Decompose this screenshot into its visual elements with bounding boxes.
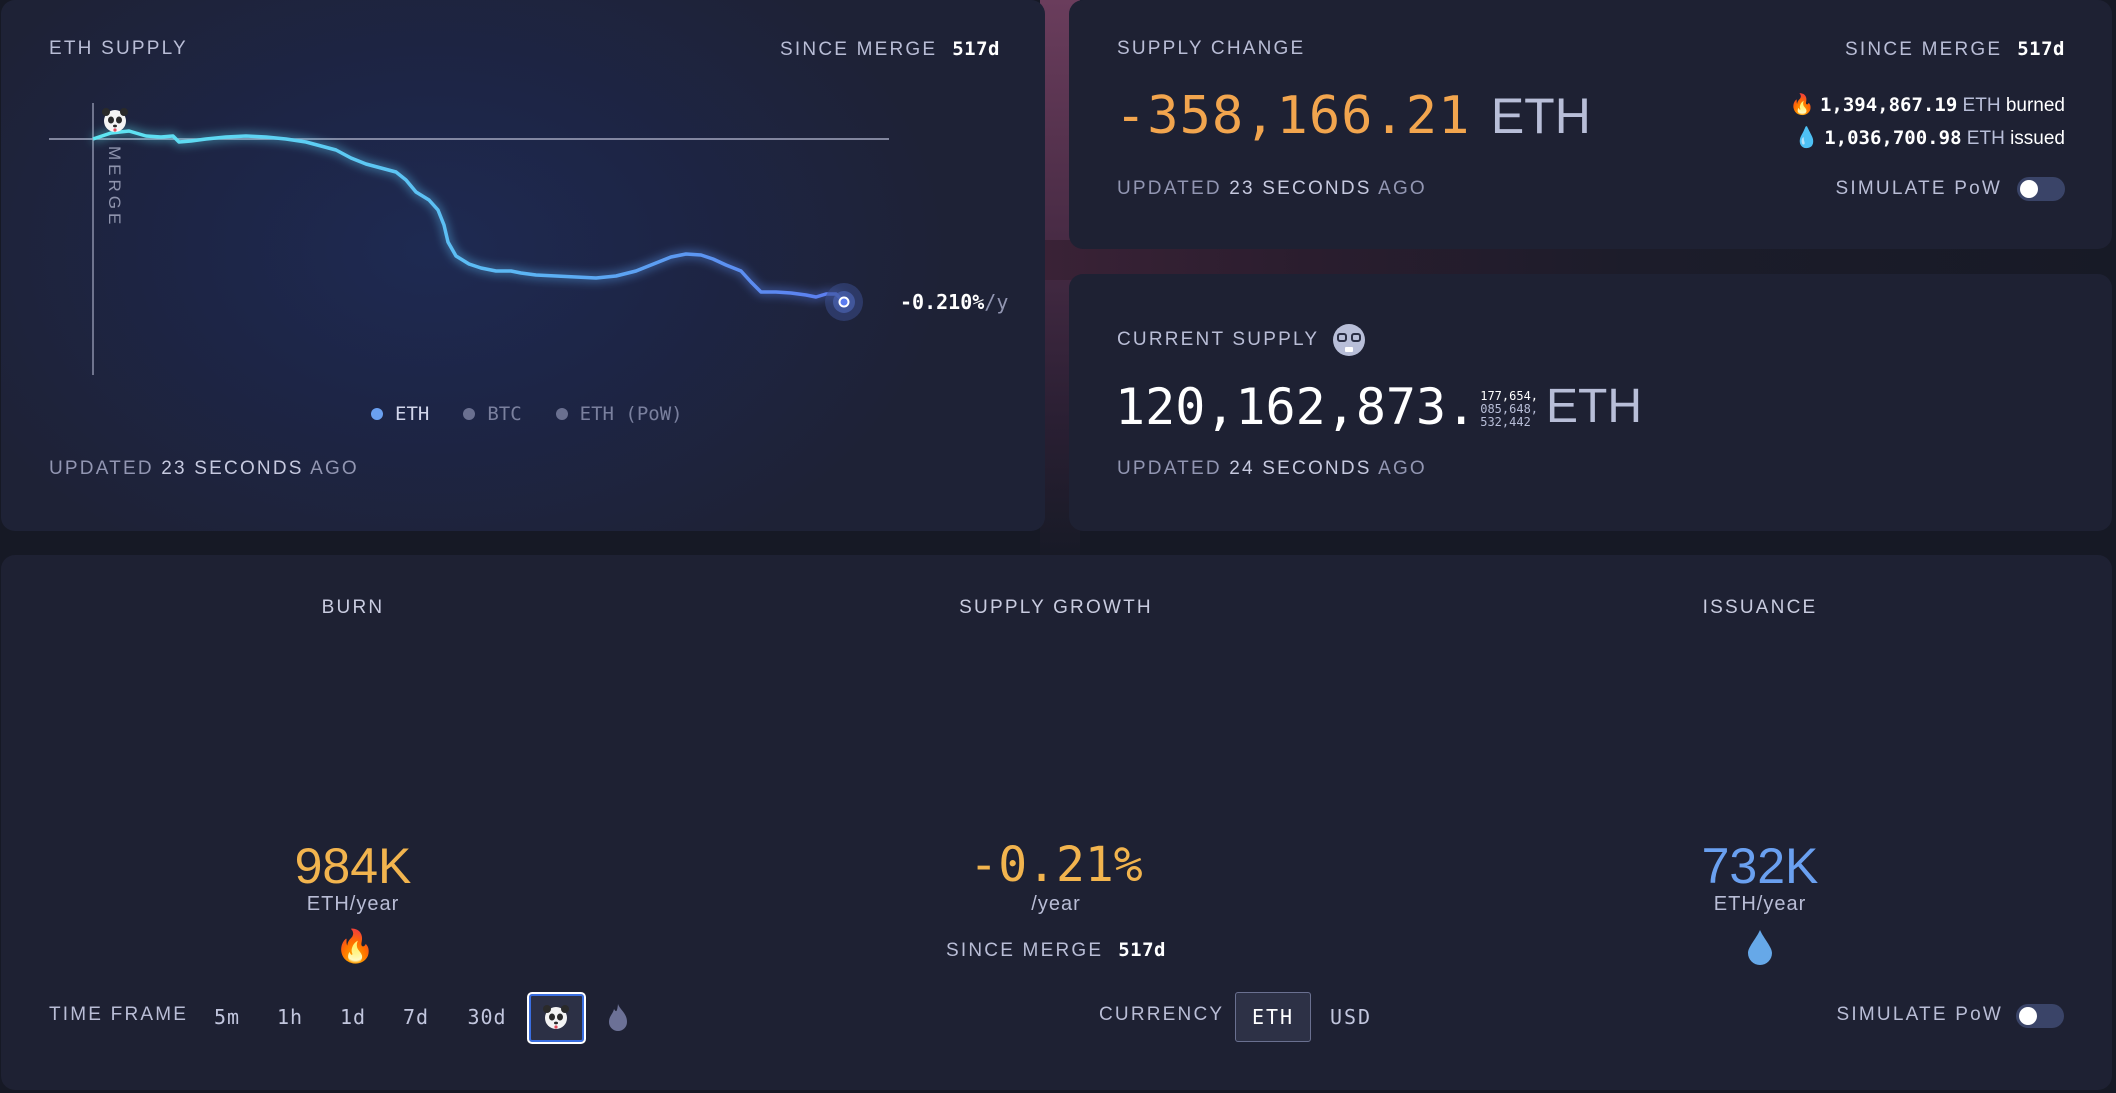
time-frame-7d[interactable]: 7d bbox=[402, 1005, 430, 1029]
simulate-pow-label: SIMULATE PoW bbox=[1836, 1004, 2003, 1025]
eth-supply-panel: ETH SUPPLY SINCE MERGE 517d MERGE bbox=[1, 0, 1045, 531]
supply-growth-title: SUPPLY GROWTH bbox=[959, 597, 1153, 618]
eth-supply-line bbox=[92, 129, 846, 304]
legend-dot-icon bbox=[463, 408, 476, 420]
supply-change-value: -358,166.21 ETH bbox=[1115, 86, 1591, 146]
panel-title: CURRENT SUPPLY bbox=[1117, 329, 1320, 350]
time-frame-since-burn-button[interactable] bbox=[605, 1003, 631, 1033]
droplet-icon: 💧 bbox=[1794, 127, 1819, 149]
time-frame-label: TIME FRAME bbox=[49, 1004, 189, 1025]
legend-dot-icon bbox=[555, 408, 568, 420]
currency-eth-button[interactable]: ETH bbox=[1235, 992, 1311, 1042]
burn-unit: ETH/year bbox=[306, 893, 400, 915]
since-value: 517d bbox=[2017, 38, 2065, 60]
nerd-face-icon bbox=[1333, 324, 1366, 356]
issuance-title: ISSUANCE bbox=[1702, 597, 1818, 618]
decimal-digits: 177,654, 085,648, 532,442 bbox=[1480, 389, 1539, 429]
legend-item-btc[interactable]: BTC bbox=[463, 403, 522, 425]
since-value: 517d bbox=[952, 38, 1000, 60]
chart-legend: ETH BTC ETH (PoW) bbox=[371, 403, 683, 425]
time-frame-30d[interactable]: 30d bbox=[467, 1005, 507, 1029]
current-supply-value: 120,162,873. 177,654, 085,648, 532,442 E… bbox=[1115, 378, 1643, 436]
simulate-pow-toggle[interactable] bbox=[2016, 1004, 2064, 1028]
simulate-pow-toggle[interactable] bbox=[2017, 177, 2065, 201]
fire-icon: 🔥 bbox=[1789, 94, 1815, 116]
currency-usd-button[interactable]: USD bbox=[1329, 1005, 1373, 1029]
gauges-svg bbox=[1, 555, 2112, 1090]
panel-title: ETH SUPPLY bbox=[49, 38, 188, 59]
current-supply-header: CURRENT SUPPLY bbox=[1117, 324, 1366, 356]
endpoint-dot bbox=[838, 296, 850, 308]
panda-icon bbox=[543, 1005, 569, 1029]
updated-status: UPDATED 23 SECONDS AGO bbox=[1117, 178, 1427, 199]
merge-label: MERGE bbox=[105, 146, 124, 228]
burned-row: 🔥 1,394,867.19 ETH burned bbox=[1789, 94, 2065, 116]
toggle-knob bbox=[2020, 180, 2038, 198]
burn-title: BURN bbox=[321, 597, 385, 618]
updated-status: UPDATED 23 SECONDS AGO bbox=[49, 458, 359, 479]
toggle-knob bbox=[2019, 1007, 2037, 1025]
since-label: SINCE MERGE bbox=[780, 39, 938, 60]
growth-rate-label: -0.210%/y bbox=[900, 290, 1008, 314]
burn-issuance-breakdown: 🔥 1,394,867.19 ETH burned 💧 1,036,700.98… bbox=[1790, 89, 2065, 155]
fire-icon: 🔥 bbox=[335, 928, 375, 964]
issuance-value: 732K bbox=[1701, 838, 1819, 894]
current-supply-panel: CURRENT SUPPLY 120,162,873. 177,654, 085… bbox=[1069, 274, 2112, 531]
burn-value: 984K bbox=[294, 838, 412, 894]
panel-title: SUPPLY CHANGE bbox=[1117, 38, 1306, 59]
legend-item-eth-pow[interactable]: ETH (PoW) bbox=[555, 403, 683, 425]
gauges-panel: BURN 984K ETH/year 🔥 SUPPLY GROWTH -0.21… bbox=[1, 555, 2112, 1090]
droplet-icon bbox=[1748, 930, 1772, 965]
supply-chart[interactable]: MERGE bbox=[1, 0, 1045, 531]
supply-change-panel: SUPPLY CHANGE SINCE MERGE 517d -358,166.… bbox=[1069, 0, 2112, 249]
time-frame-1h[interactable]: 1h bbox=[276, 1005, 304, 1029]
time-frame-1d[interactable]: 1d bbox=[339, 1005, 367, 1029]
updated-status: UPDATED 24 SECONDS AGO bbox=[1117, 458, 1427, 479]
fire-icon bbox=[609, 1004, 627, 1031]
supply-growth-value: -0.21% bbox=[969, 837, 1143, 893]
legend-item-eth[interactable]: ETH bbox=[371, 403, 429, 425]
issued-row: 💧 1,036,700.98 ETH issued bbox=[1794, 127, 2065, 149]
time-frame-since-merge-button[interactable] bbox=[527, 992, 586, 1044]
growth-rate-value: -0.210% bbox=[900, 290, 985, 314]
legend-dot-icon bbox=[371, 408, 383, 420]
panda-icon bbox=[102, 108, 128, 132]
growth-rate-unit: /y bbox=[984, 290, 1009, 314]
currency-label: CURRENCY bbox=[1099, 1004, 1225, 1025]
time-frame-5m[interactable]: 5m bbox=[213, 1005, 241, 1029]
issuance-unit: ETH/year bbox=[1713, 893, 1807, 915]
since-merge-label: SINCE MERGE 517d bbox=[1845, 38, 2065, 60]
supply-growth-since: SINCE MERGE 517d bbox=[946, 939, 1166, 961]
supply-growth-unit: /year bbox=[1031, 893, 1081, 915]
since-merge-label: SINCE MERGE 517d bbox=[780, 38, 1000, 61]
simulate-pow-label: SIMULATE PoW bbox=[1835, 178, 2002, 199]
